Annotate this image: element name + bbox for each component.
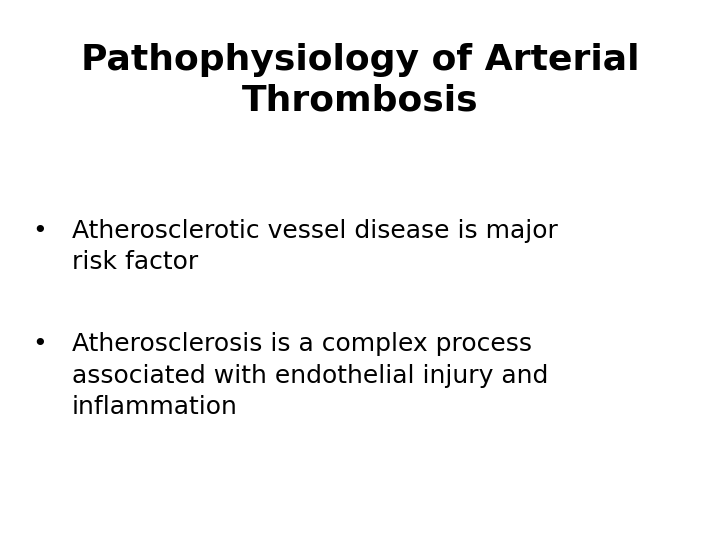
Text: Pathophysiology of Arterial
Thrombosis: Pathophysiology of Arterial Thrombosis [81, 43, 639, 118]
Text: •: • [32, 332, 47, 356]
Text: Atherosclerosis is a complex process
associated with endothelial injury and
infl: Atherosclerosis is a complex process ass… [72, 332, 549, 419]
Text: Atherosclerotic vessel disease is major
risk factor: Atherosclerotic vessel disease is major … [72, 219, 558, 274]
Text: •: • [32, 219, 47, 242]
